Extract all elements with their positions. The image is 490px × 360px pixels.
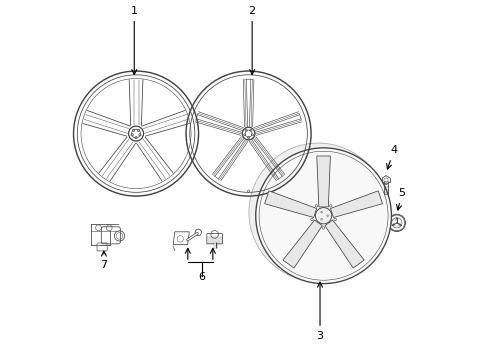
- Text: 3: 3: [317, 282, 323, 341]
- Text: 1: 1: [131, 6, 138, 75]
- Polygon shape: [331, 191, 383, 217]
- Text: 7: 7: [100, 251, 107, 270]
- Circle shape: [316, 208, 332, 224]
- Polygon shape: [325, 220, 364, 268]
- Text: 6: 6: [198, 272, 206, 282]
- Polygon shape: [283, 220, 322, 268]
- Polygon shape: [317, 156, 330, 207]
- Circle shape: [249, 143, 388, 282]
- Text: 5: 5: [396, 188, 406, 210]
- Polygon shape: [265, 191, 317, 217]
- Text: 4: 4: [387, 145, 397, 169]
- Text: 2: 2: [248, 6, 256, 75]
- Circle shape: [256, 148, 392, 284]
